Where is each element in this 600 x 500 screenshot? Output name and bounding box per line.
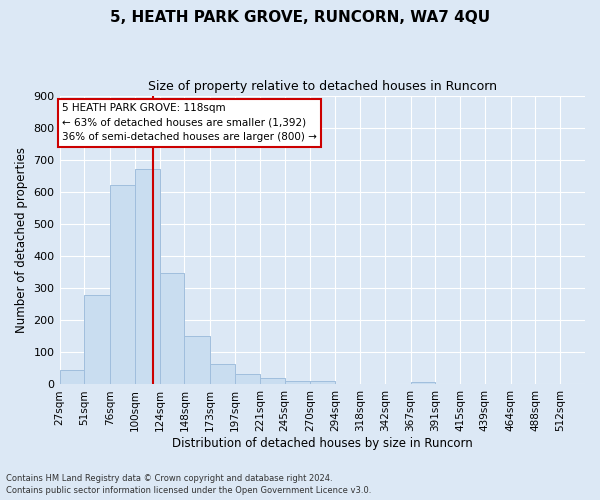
Bar [410,382,436,384]
Text: 5 HEATH PARK GROVE: 118sqm
← 63% of detached houses are smaller (1,392)
36% of s: 5 HEATH PARK GROVE: 118sqm ← 63% of deta… [62,103,317,142]
X-axis label: Distribution of detached houses by size in Runcorn: Distribution of detached houses by size … [172,437,473,450]
Bar [310,381,335,384]
Bar [284,380,310,384]
Title: Size of property relative to detached houses in Runcorn: Size of property relative to detached ho… [148,80,497,93]
Text: 5, HEATH PARK GROVE, RUNCORN, WA7 4QU: 5, HEATH PARK GROVE, RUNCORN, WA7 4QU [110,10,490,25]
Bar [135,170,160,384]
Text: Contains HM Land Registry data © Crown copyright and database right 2024.
Contai: Contains HM Land Registry data © Crown c… [6,474,371,495]
Bar [160,272,184,384]
Bar [85,294,110,384]
Bar [110,186,135,384]
Bar [235,374,260,384]
Bar [210,364,235,384]
Bar [260,378,284,384]
Bar [184,336,210,384]
Bar [59,370,85,384]
Y-axis label: Number of detached properties: Number of detached properties [15,147,28,333]
